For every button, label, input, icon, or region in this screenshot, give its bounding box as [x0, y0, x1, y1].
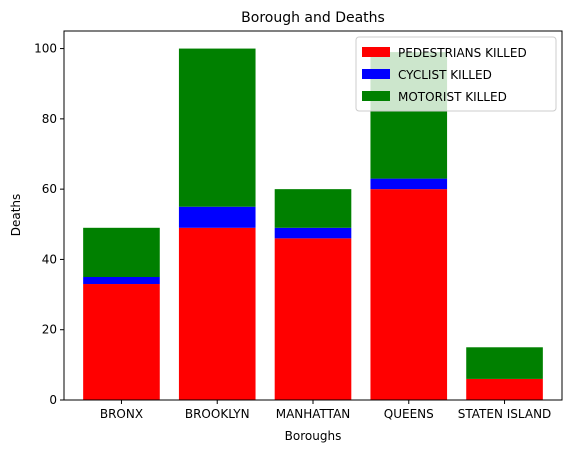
- y-axis-label: Deaths: [9, 194, 23, 237]
- x-tick-label: BROOKLYN: [185, 407, 250, 421]
- bar-bronx-series-2: [83, 227, 160, 277]
- legend-swatch: [362, 69, 390, 79]
- bar-queens-series-0: [370, 189, 448, 400]
- x-tick-label: BRONX: [100, 407, 143, 421]
- y-tick-label: 100: [34, 42, 57, 56]
- legend-label: PEDESTRIANS KILLED: [398, 46, 527, 60]
- bar-manhattan-series-2: [274, 189, 352, 228]
- x-axis-label: Boroughs: [285, 429, 342, 443]
- bar-brooklyn-series-2: [178, 48, 256, 207]
- y-tick-label: 60: [42, 182, 57, 196]
- chart-title: Borough and Deaths: [241, 10, 385, 26]
- bar-manhattan-series-1: [274, 227, 352, 239]
- bar-brooklyn-series-1: [178, 206, 256, 228]
- y-tick-label: 40: [42, 252, 57, 266]
- bar-staten-island-series-2: [466, 347, 543, 379]
- bar-manhattan-series-0: [274, 238, 352, 400]
- y-axis: 0 20 40 60 80 100: [34, 42, 64, 407]
- x-tick-label: MANHATTAN: [276, 407, 351, 421]
- bars-group: [83, 48, 543, 400]
- legend: PEDESTRIANS KILLED CYCLIST KILLED MOTORIST…: [355, 36, 557, 112]
- y-tick-label: 80: [42, 112, 57, 126]
- x-axis: BRONX BROOKLYN MANHATTAN QUEENS STATEN ISLAN…: [100, 400, 551, 421]
- bar-staten-island-series-0: [466, 378, 543, 400]
- bar-brooklyn-series-0: [178, 227, 256, 400]
- bar-queens-series-1: [370, 178, 448, 190]
- legend-box: [355, 36, 557, 112]
- legend-swatch: [362, 91, 390, 101]
- x-tick-label: STATEN ISLAND: [458, 407, 552, 421]
- bar-bronx-series-0: [83, 284, 160, 400]
- x-tick-label: QUEENS: [384, 407, 434, 421]
- bar-bronx-series-1: [83, 277, 160, 285]
- legend-label: MOTORIST KILLED: [398, 90, 507, 104]
- y-tick-label: 0: [49, 393, 57, 407]
- legend-swatch: [362, 47, 390, 57]
- legend-label: CYCLIST KILLED: [398, 68, 492, 82]
- y-tick-label: 20: [42, 323, 57, 337]
